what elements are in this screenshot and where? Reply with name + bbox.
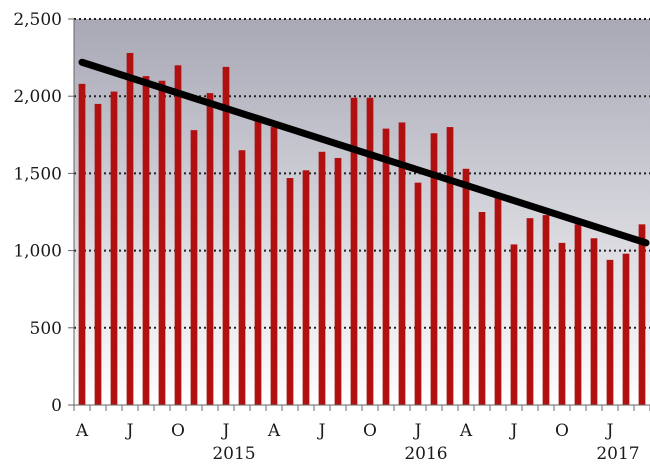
y-tick-label: 0	[51, 396, 62, 416]
bar	[94, 103, 102, 406]
year-label: 2016	[404, 444, 447, 464]
x-tick-label: O	[555, 421, 569, 441]
year-label: 2015	[212, 444, 255, 464]
bar	[398, 122, 406, 405]
bar	[222, 66, 230, 405]
bar	[590, 238, 598, 405]
bar	[334, 157, 342, 405]
x-tick-label: O	[171, 421, 185, 441]
bar	[462, 168, 470, 405]
x-tick-label: A	[459, 421, 473, 441]
x-tick-label: J	[605, 421, 614, 441]
y-tick-label: 1,500	[13, 164, 62, 184]
x-tick-label: A	[267, 421, 281, 441]
y-tick-label: 1,000	[13, 242, 62, 262]
bar	[238, 150, 246, 405]
bar	[254, 119, 262, 406]
x-tick-label: A	[75, 421, 89, 441]
bar	[382, 128, 390, 405]
bar	[622, 253, 630, 405]
gridlines	[74, 18, 650, 329]
bar	[478, 212, 486, 405]
bar	[366, 97, 374, 405]
x-tick-label: J	[317, 421, 326, 441]
bar	[606, 259, 614, 405]
bar	[302, 170, 310, 405]
bar	[558, 242, 566, 405]
bar	[206, 93, 214, 405]
bar	[414, 182, 422, 405]
axes	[68, 18, 650, 411]
x-tick-label: J	[413, 421, 422, 441]
bar	[638, 224, 646, 405]
trend	[78, 58, 650, 247]
bar	[142, 76, 150, 406]
bar	[110, 91, 118, 406]
y-tick-label: 2,500	[13, 10, 62, 30]
bars	[78, 52, 646, 406]
bar	[510, 244, 518, 405]
bar	[126, 52, 134, 406]
x-tick-label: J	[509, 421, 518, 441]
bar	[494, 198, 502, 405]
bar	[190, 130, 198, 405]
y-tick-label: 2,000	[13, 87, 62, 107]
x-tick-label: J	[221, 421, 230, 441]
y-axis-labels: 0 500 1,000 1,500 2,000 2,500	[13, 10, 62, 416]
bar	[430, 133, 438, 406]
bar	[446, 127, 454, 405]
year-label: 2017	[596, 444, 639, 464]
x-tick-label: O	[363, 421, 377, 441]
y-tick-label: 500	[30, 319, 62, 339]
bar	[318, 151, 326, 405]
bar	[526, 218, 534, 405]
bar	[350, 97, 358, 405]
bar	[542, 215, 550, 405]
bar	[174, 65, 182, 405]
bar	[574, 224, 582, 405]
trend-line	[78, 58, 650, 247]
x-axis-labels: A J O J A J O J A J O J 2015 2016 2017	[75, 421, 640, 464]
bar	[270, 127, 278, 405]
bar	[158, 80, 166, 405]
bar	[286, 178, 294, 405]
bar	[78, 83, 86, 406]
x-tick-label: J	[125, 421, 134, 441]
